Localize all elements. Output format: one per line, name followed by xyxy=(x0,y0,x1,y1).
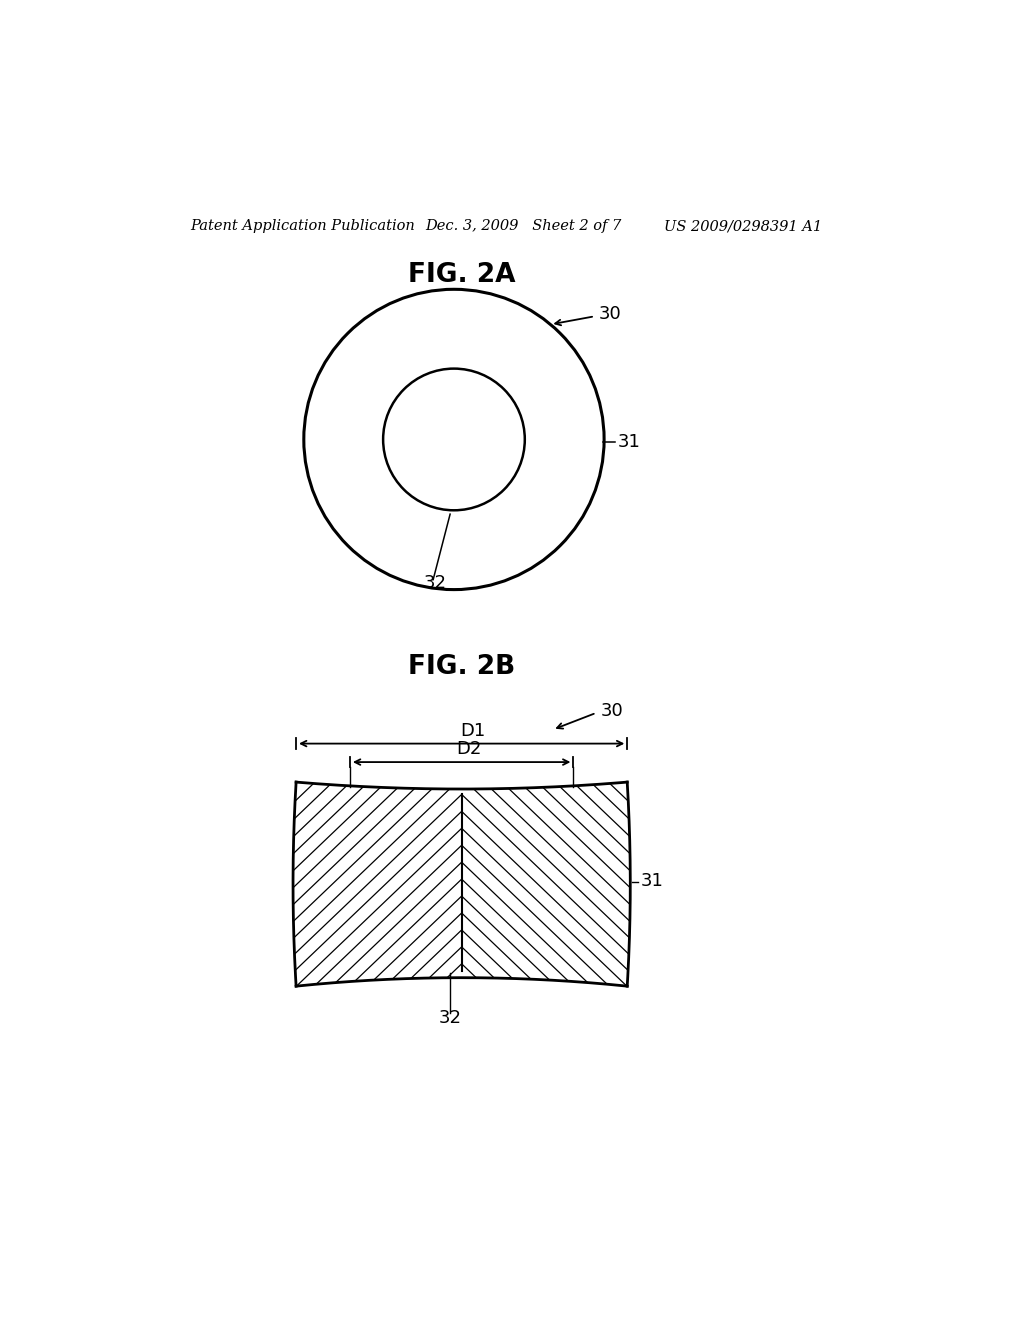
Text: 32: 32 xyxy=(423,574,446,593)
Text: 31: 31 xyxy=(617,433,640,450)
Polygon shape xyxy=(293,781,631,986)
Text: US 2009/0298391 A1: US 2009/0298391 A1 xyxy=(665,219,822,234)
Text: 30: 30 xyxy=(599,305,622,323)
Text: FIG. 2B: FIG. 2B xyxy=(408,653,515,680)
Text: 32: 32 xyxy=(438,1010,462,1027)
Ellipse shape xyxy=(304,289,604,590)
Ellipse shape xyxy=(383,368,525,511)
Text: D2: D2 xyxy=(457,741,482,758)
Text: FIG. 2A: FIG. 2A xyxy=(408,263,515,289)
Text: 30: 30 xyxy=(600,702,623,721)
Text: 31: 31 xyxy=(640,871,664,890)
Text: Dec. 3, 2009   Sheet 2 of 7: Dec. 3, 2009 Sheet 2 of 7 xyxy=(425,219,622,234)
Text: Patent Application Publication: Patent Application Publication xyxy=(190,219,416,234)
Text: D1: D1 xyxy=(461,722,485,739)
